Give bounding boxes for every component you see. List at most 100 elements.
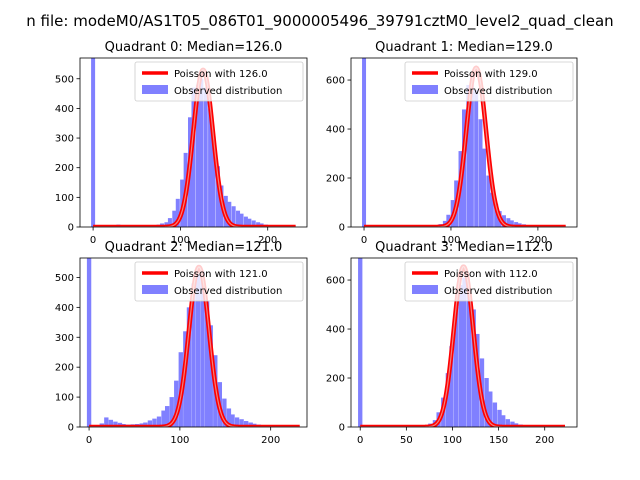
quadrant-3-legend: Poisson with 112.0 Observed distribution	[404, 261, 574, 302]
histogram-bar	[91, 58, 96, 227]
histogram-bar	[156, 416, 162, 427]
histogram-bar	[113, 421, 118, 427]
x-tick-label: 100	[441, 235, 460, 246]
histogram-bar	[488, 391, 493, 427]
y-tick-label: 100	[55, 393, 74, 404]
legend-box	[404, 261, 574, 302]
histogram-bar	[486, 175, 491, 227]
x-tick-label: 100	[170, 435, 189, 446]
histogram-bar	[469, 77, 474, 227]
legend-label-observed: Observed distribution	[444, 286, 552, 297]
histogram-bar	[167, 218, 172, 227]
histogram-bar	[494, 203, 499, 227]
quadrant-2-axes: 0 100 200 0 100 200 300 400 500 Quadrant 2: Media…	[55, 240, 308, 446]
histogram-bar	[243, 216, 248, 227]
y-tick-label: 500	[55, 74, 74, 85]
histogram-bar	[514, 222, 519, 227]
histogram-bar	[231, 206, 236, 227]
quadrant-2-frame	[79, 257, 308, 428]
legend-label-poisson: Poisson with 126.0	[174, 69, 268, 80]
x-tick-label: 100	[171, 235, 190, 246]
histogram-bar	[195, 274, 201, 427]
y-tick-label: 400	[55, 303, 74, 314]
quadrant-0-poisson	[91, 67, 298, 227]
histogram-bar	[108, 419, 114, 427]
histogram-bar	[492, 402, 498, 427]
y-tick-label: 300	[55, 134, 74, 145]
legend-bar-swatch	[142, 285, 168, 294]
histogram-bar	[86, 258, 92, 427]
quadrant-0-axes: 0 100 200 0 100 200 300 400 500 Quadrant 0: Media…	[55, 40, 308, 246]
histogram-bar	[222, 398, 227, 427]
histogram-bar	[243, 421, 249, 427]
histogram-bar	[200, 271, 205, 427]
histogram-bar	[211, 136, 216, 227]
histogram-bar	[203, 87, 208, 227]
quadrant-1-frame	[350, 57, 578, 228]
y-tick-label: 0	[68, 223, 74, 234]
quadrant-3-title: Quadrant 3: Median=112.0	[375, 240, 553, 255]
y-tick-label: 200	[326, 174, 345, 185]
legend-label-poisson: Poisson with 121.0	[174, 269, 268, 280]
legend-label-observed: Observed distribution	[444, 86, 552, 97]
x-tick-label: 200	[528, 235, 547, 246]
histogram-bar	[501, 415, 506, 427]
histogram-bar	[161, 410, 166, 427]
histogram-bar	[164, 406, 170, 427]
figure-suptitle: n file: modeM0/AS1T05_086T01_9000005496_…	[26, 12, 613, 31]
y-tick-label: 500	[55, 273, 74, 284]
histogram-bar	[466, 84, 471, 227]
quadrant-1-title: Quadrant 1: Median=129.0	[375, 40, 553, 55]
quadrant-1-legend: Poisson with 129.0 Observed distribution	[404, 61, 574, 102]
histogram-bar	[174, 380, 179, 427]
histogram-bar	[471, 309, 476, 427]
histogram-bar	[239, 419, 244, 427]
histogram-bar	[509, 220, 514, 227]
legend-bar-swatch	[412, 85, 438, 94]
x-tick-label: 100	[443, 435, 462, 446]
histogram-bar	[478, 119, 483, 227]
legend-box	[404, 61, 574, 102]
histogram-bar	[358, 258, 363, 427]
histogram-bar	[362, 58, 367, 227]
histogram-bar	[227, 201, 232, 227]
histogram-bar	[208, 325, 213, 427]
histogram-bar	[256, 222, 261, 227]
histogram-bar	[497, 409, 502, 427]
histogram-bar	[186, 307, 192, 427]
quadrant-0-title: Quadrant 0: Median=126.0	[105, 40, 283, 55]
histogram-bar	[462, 277, 467, 427]
histogram-bar	[453, 306, 459, 427]
histogram-bar	[449, 346, 454, 427]
legend-label-poisson: Poisson with 112.0	[444, 269, 538, 280]
legend-bar-swatch	[412, 285, 438, 294]
quadrant-2-legend: Poisson with 121.0 Observed distribution	[134, 261, 304, 302]
y-tick-label: 200	[55, 163, 74, 174]
quadrant-0-frame	[79, 57, 308, 228]
histogram-bar	[104, 417, 109, 427]
histogram-bar	[247, 218, 252, 227]
quadrant-3-axes: 0 50 100 150 200 0 200 400 600 Quadrant 3: Median…	[326, 240, 578, 446]
legend-box	[134, 61, 304, 102]
histogram-bar	[234, 417, 240, 427]
histogram-bar	[466, 289, 472, 427]
y-tick-label: 0	[339, 423, 345, 434]
y-tick-label: 0	[339, 223, 345, 234]
y-tick-label: 300	[55, 333, 74, 344]
legend-label-observed: Observed distribution	[174, 286, 282, 297]
quadrant-1-poisson	[362, 65, 568, 227]
histogram-bar	[230, 414, 235, 427]
histogram-bar	[458, 284, 463, 427]
histogram-bar	[239, 213, 244, 227]
histogram-bar	[226, 408, 232, 427]
histogram-bar	[172, 210, 177, 227]
legend-box	[134, 261, 304, 302]
histogram-bar	[191, 283, 196, 427]
poisson-curve-highlight	[363, 67, 566, 227]
histogram-bar	[505, 419, 510, 427]
x-tick-label: 200	[535, 435, 554, 446]
histogram-bar	[484, 378, 489, 427]
histogram-bar	[147, 420, 153, 427]
quadrant-2-title: Quadrant 2: Median=121.0	[105, 240, 283, 255]
